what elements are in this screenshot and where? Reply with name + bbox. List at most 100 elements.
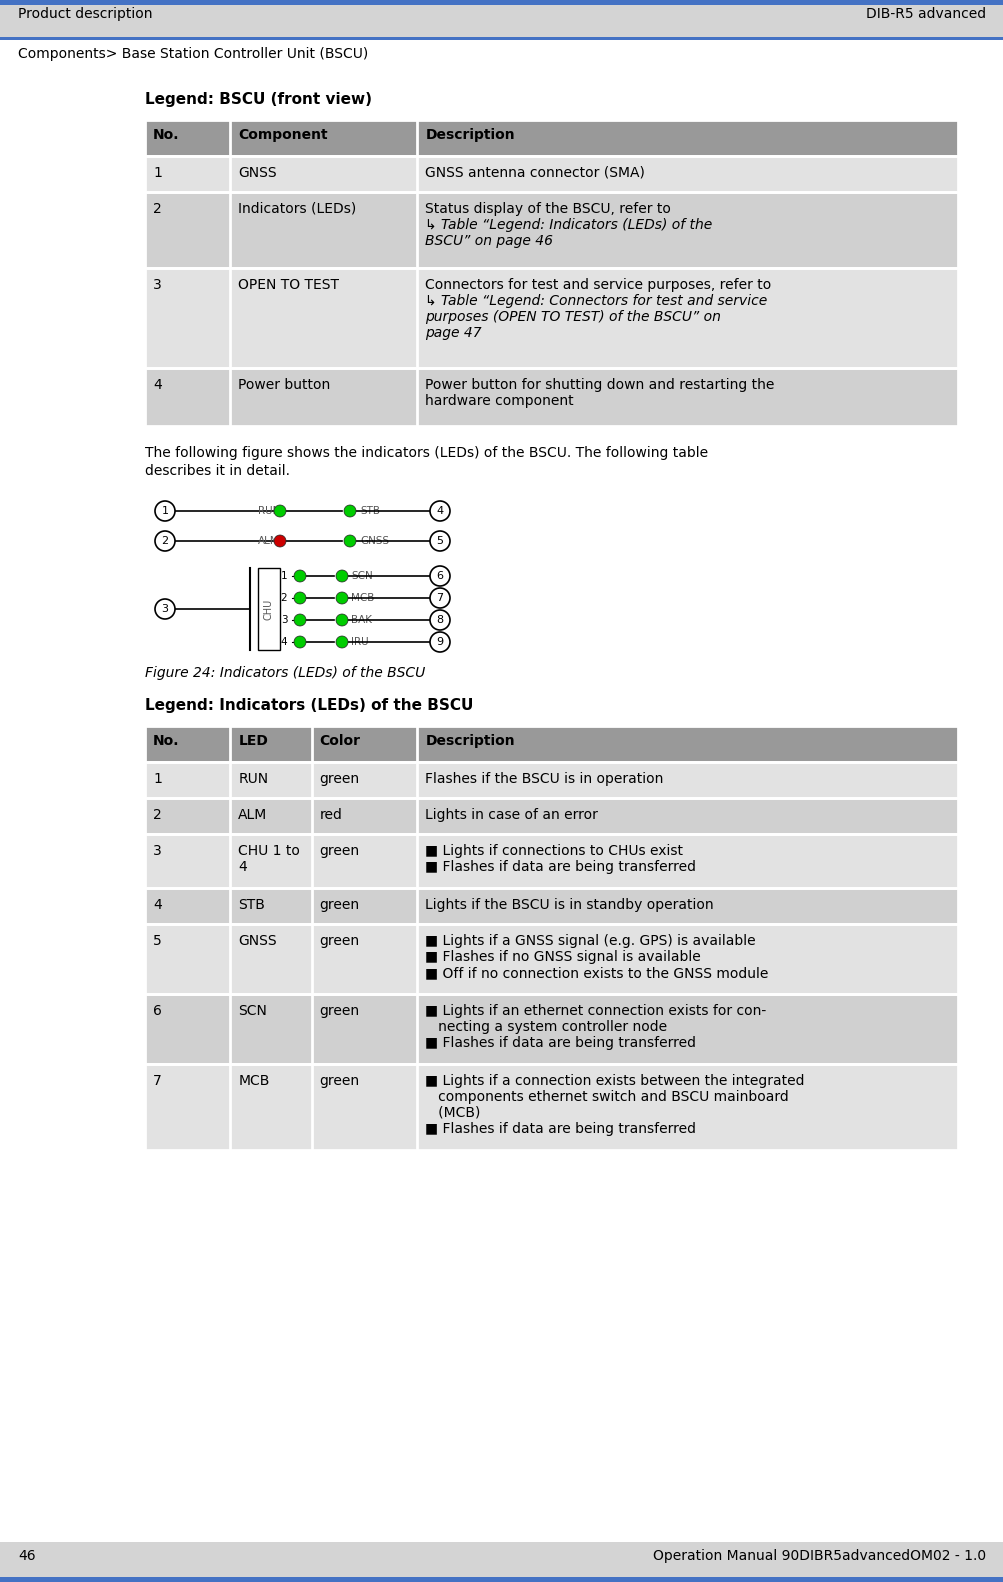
Text: ■ Flashes if data are being transferred: ■ Flashes if data are being transferred — [425, 1036, 696, 1050]
Text: ↳ Table “Legend: Connectors for test and service: ↳ Table “Legend: Connectors for test and… — [425, 294, 767, 308]
Text: hardware component: hardware component — [425, 394, 574, 408]
Circle shape — [336, 636, 348, 649]
Circle shape — [154, 600, 175, 619]
Text: ■ Flashes if no GNSS signal is available: ■ Flashes if no GNSS signal is available — [425, 951, 700, 963]
Text: Lights in case of an error: Lights in case of an error — [425, 808, 598, 823]
Text: CHU: CHU — [264, 598, 274, 620]
Text: RUN: RUN — [258, 506, 280, 516]
Bar — [144, 120, 957, 157]
Text: Power button: Power button — [238, 378, 330, 392]
Text: No.: No. — [152, 128, 180, 142]
Text: Color: Color — [319, 734, 360, 748]
Text: SCN: SCN — [351, 571, 372, 581]
Circle shape — [274, 535, 286, 547]
Text: ■ Lights if an ethernet connection exists for con-: ■ Lights if an ethernet connection exist… — [425, 1005, 766, 1017]
Text: describes it in detail.: describes it in detail. — [144, 464, 290, 478]
Text: purposes (OPEN TO TEST) of the BSCU” on: purposes (OPEN TO TEST) of the BSCU” on — [425, 310, 720, 324]
Circle shape — [429, 566, 449, 585]
Text: necting a system controller node: necting a system controller node — [425, 1020, 667, 1035]
Text: Legend: BSCU (front view): Legend: BSCU (front view) — [144, 92, 372, 108]
Text: Indicators (LEDs): Indicators (LEDs) — [238, 202, 356, 217]
Text: STB: STB — [238, 899, 265, 911]
Circle shape — [274, 505, 286, 517]
Circle shape — [344, 505, 356, 517]
Bar — [144, 763, 957, 797]
Circle shape — [429, 532, 449, 551]
Text: 46: 46 — [18, 1549, 35, 1563]
Circle shape — [429, 611, 449, 630]
Text: 7: 7 — [436, 593, 443, 603]
Text: Status display of the BSCU, refer to: Status display of the BSCU, refer to — [425, 202, 671, 217]
Text: 2: 2 — [281, 593, 287, 603]
Text: BAK: BAK — [351, 615, 372, 625]
Bar — [0, 0, 1003, 5]
Text: SCN: SCN — [238, 1005, 267, 1017]
Bar — [144, 888, 957, 924]
Text: ↳ Table “Legend: Indicators (LEDs) of the: ↳ Table “Legend: Indicators (LEDs) of th… — [425, 218, 712, 233]
Text: RUN: RUN — [238, 772, 268, 786]
Text: ■ Flashes if data are being transferred: ■ Flashes if data are being transferred — [425, 1122, 696, 1136]
Text: ■ Lights if connections to CHUs exist: ■ Lights if connections to CHUs exist — [425, 845, 683, 857]
Text: ALM: ALM — [258, 536, 280, 546]
Text: GNSS: GNSS — [360, 536, 389, 546]
Circle shape — [294, 636, 306, 649]
Text: 8: 8 — [436, 615, 443, 625]
Circle shape — [344, 535, 356, 547]
Bar — [258, 568, 280, 650]
Text: 1: 1 — [281, 571, 287, 581]
Circle shape — [336, 592, 348, 604]
Bar — [144, 1065, 957, 1150]
Text: 4: 4 — [152, 899, 161, 911]
Text: 2: 2 — [152, 202, 161, 217]
Text: Legend: Indicators (LEDs) of the BSCU: Legend: Indicators (LEDs) of the BSCU — [144, 698, 472, 713]
Circle shape — [336, 570, 348, 582]
Text: 3: 3 — [161, 604, 169, 614]
Text: Power button for shutting down and restarting the: Power button for shutting down and resta… — [425, 378, 774, 392]
Text: 1: 1 — [161, 506, 169, 516]
Text: ALM: ALM — [238, 808, 268, 823]
Text: OPEN TO TEST: OPEN TO TEST — [238, 278, 339, 293]
Bar — [144, 834, 957, 888]
Bar — [0, 36, 1003, 40]
Text: ■ Off if no connection exists to the GNSS module: ■ Off if no connection exists to the GNS… — [425, 967, 768, 979]
Circle shape — [336, 614, 348, 626]
Bar — [144, 191, 957, 267]
Text: LED: LED — [238, 734, 268, 748]
Text: 5: 5 — [436, 536, 443, 546]
Text: 2: 2 — [161, 536, 169, 546]
Text: 6: 6 — [436, 571, 443, 581]
Bar — [144, 726, 957, 763]
Text: page 47: page 47 — [425, 326, 481, 340]
Text: green: green — [319, 899, 359, 911]
Bar — [0, 1577, 1003, 1582]
Text: DIB-R5 advanced: DIB-R5 advanced — [865, 6, 985, 21]
Bar — [0, 5, 1003, 36]
Text: 4: 4 — [238, 861, 247, 873]
Bar — [144, 369, 957, 426]
Text: red: red — [319, 808, 342, 823]
Text: 4: 4 — [281, 638, 287, 647]
Text: 1: 1 — [152, 166, 161, 180]
Circle shape — [294, 570, 306, 582]
Circle shape — [429, 631, 449, 652]
Text: GNSS: GNSS — [238, 166, 277, 180]
Text: ■ Flashes if data are being transferred: ■ Flashes if data are being transferred — [425, 861, 696, 873]
Text: ■ Lights if a connection exists between the integrated: ■ Lights if a connection exists between … — [425, 1074, 804, 1088]
Text: 9: 9 — [436, 638, 443, 647]
Text: 6: 6 — [152, 1005, 161, 1017]
Bar — [0, 1542, 1003, 1577]
Text: 7: 7 — [152, 1074, 161, 1088]
Text: MCB: MCB — [351, 593, 374, 603]
Text: green: green — [319, 933, 359, 948]
Text: IRU: IRU — [351, 638, 368, 647]
Text: Description: Description — [425, 128, 515, 142]
Text: No.: No. — [152, 734, 180, 748]
Bar — [144, 993, 957, 1065]
Text: Flashes if the BSCU is in operation: Flashes if the BSCU is in operation — [425, 772, 663, 786]
Bar — [144, 267, 957, 369]
Bar — [144, 924, 957, 993]
Text: CHU 1 to: CHU 1 to — [238, 845, 300, 857]
Text: green: green — [319, 845, 359, 857]
Circle shape — [154, 532, 175, 551]
Text: Figure 24: Indicators (LEDs) of the BSCU: Figure 24: Indicators (LEDs) of the BSCU — [144, 666, 425, 680]
